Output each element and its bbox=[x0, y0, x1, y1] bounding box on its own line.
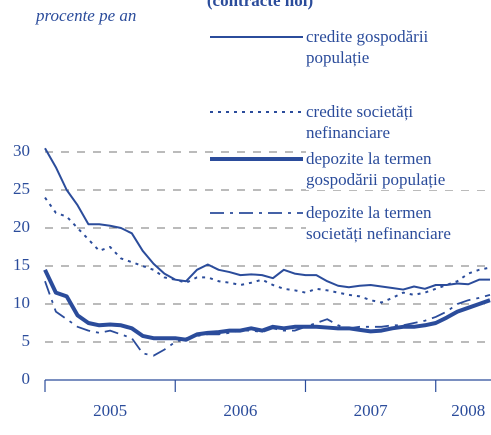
series-line bbox=[43, 268, 491, 342]
y-tick-label: 20 bbox=[13, 217, 30, 236]
x-tick-label: 2006 bbox=[223, 401, 257, 420]
series-line bbox=[44, 280, 491, 357]
legend-label: depozite la termen societăți nefinanciar… bbox=[306, 202, 491, 244]
y-tick-label: 15 bbox=[13, 255, 30, 274]
chart-title: (contracte noi) bbox=[207, 0, 313, 10]
y-tick-label: 30 bbox=[13, 141, 30, 160]
series-line bbox=[44, 147, 490, 291]
legend-label: depozite la termen gospodării populație bbox=[306, 148, 491, 190]
y-tick-label: 25 bbox=[13, 179, 30, 198]
x-tick-label: 2005 bbox=[93, 401, 127, 420]
y-tick-label: 10 bbox=[13, 293, 30, 312]
x-tick-label: 2008 bbox=[451, 401, 485, 420]
y-axis-label: procente pe an bbox=[35, 6, 136, 25]
y-tick-label: 5 bbox=[22, 331, 31, 350]
legend-label: credite gospodării populație bbox=[306, 26, 491, 68]
x-tick-label: 2007 bbox=[354, 401, 389, 420]
legend-label: credite societăți nefinanciare bbox=[306, 101, 491, 143]
y-tick-label: 0 bbox=[22, 369, 31, 388]
